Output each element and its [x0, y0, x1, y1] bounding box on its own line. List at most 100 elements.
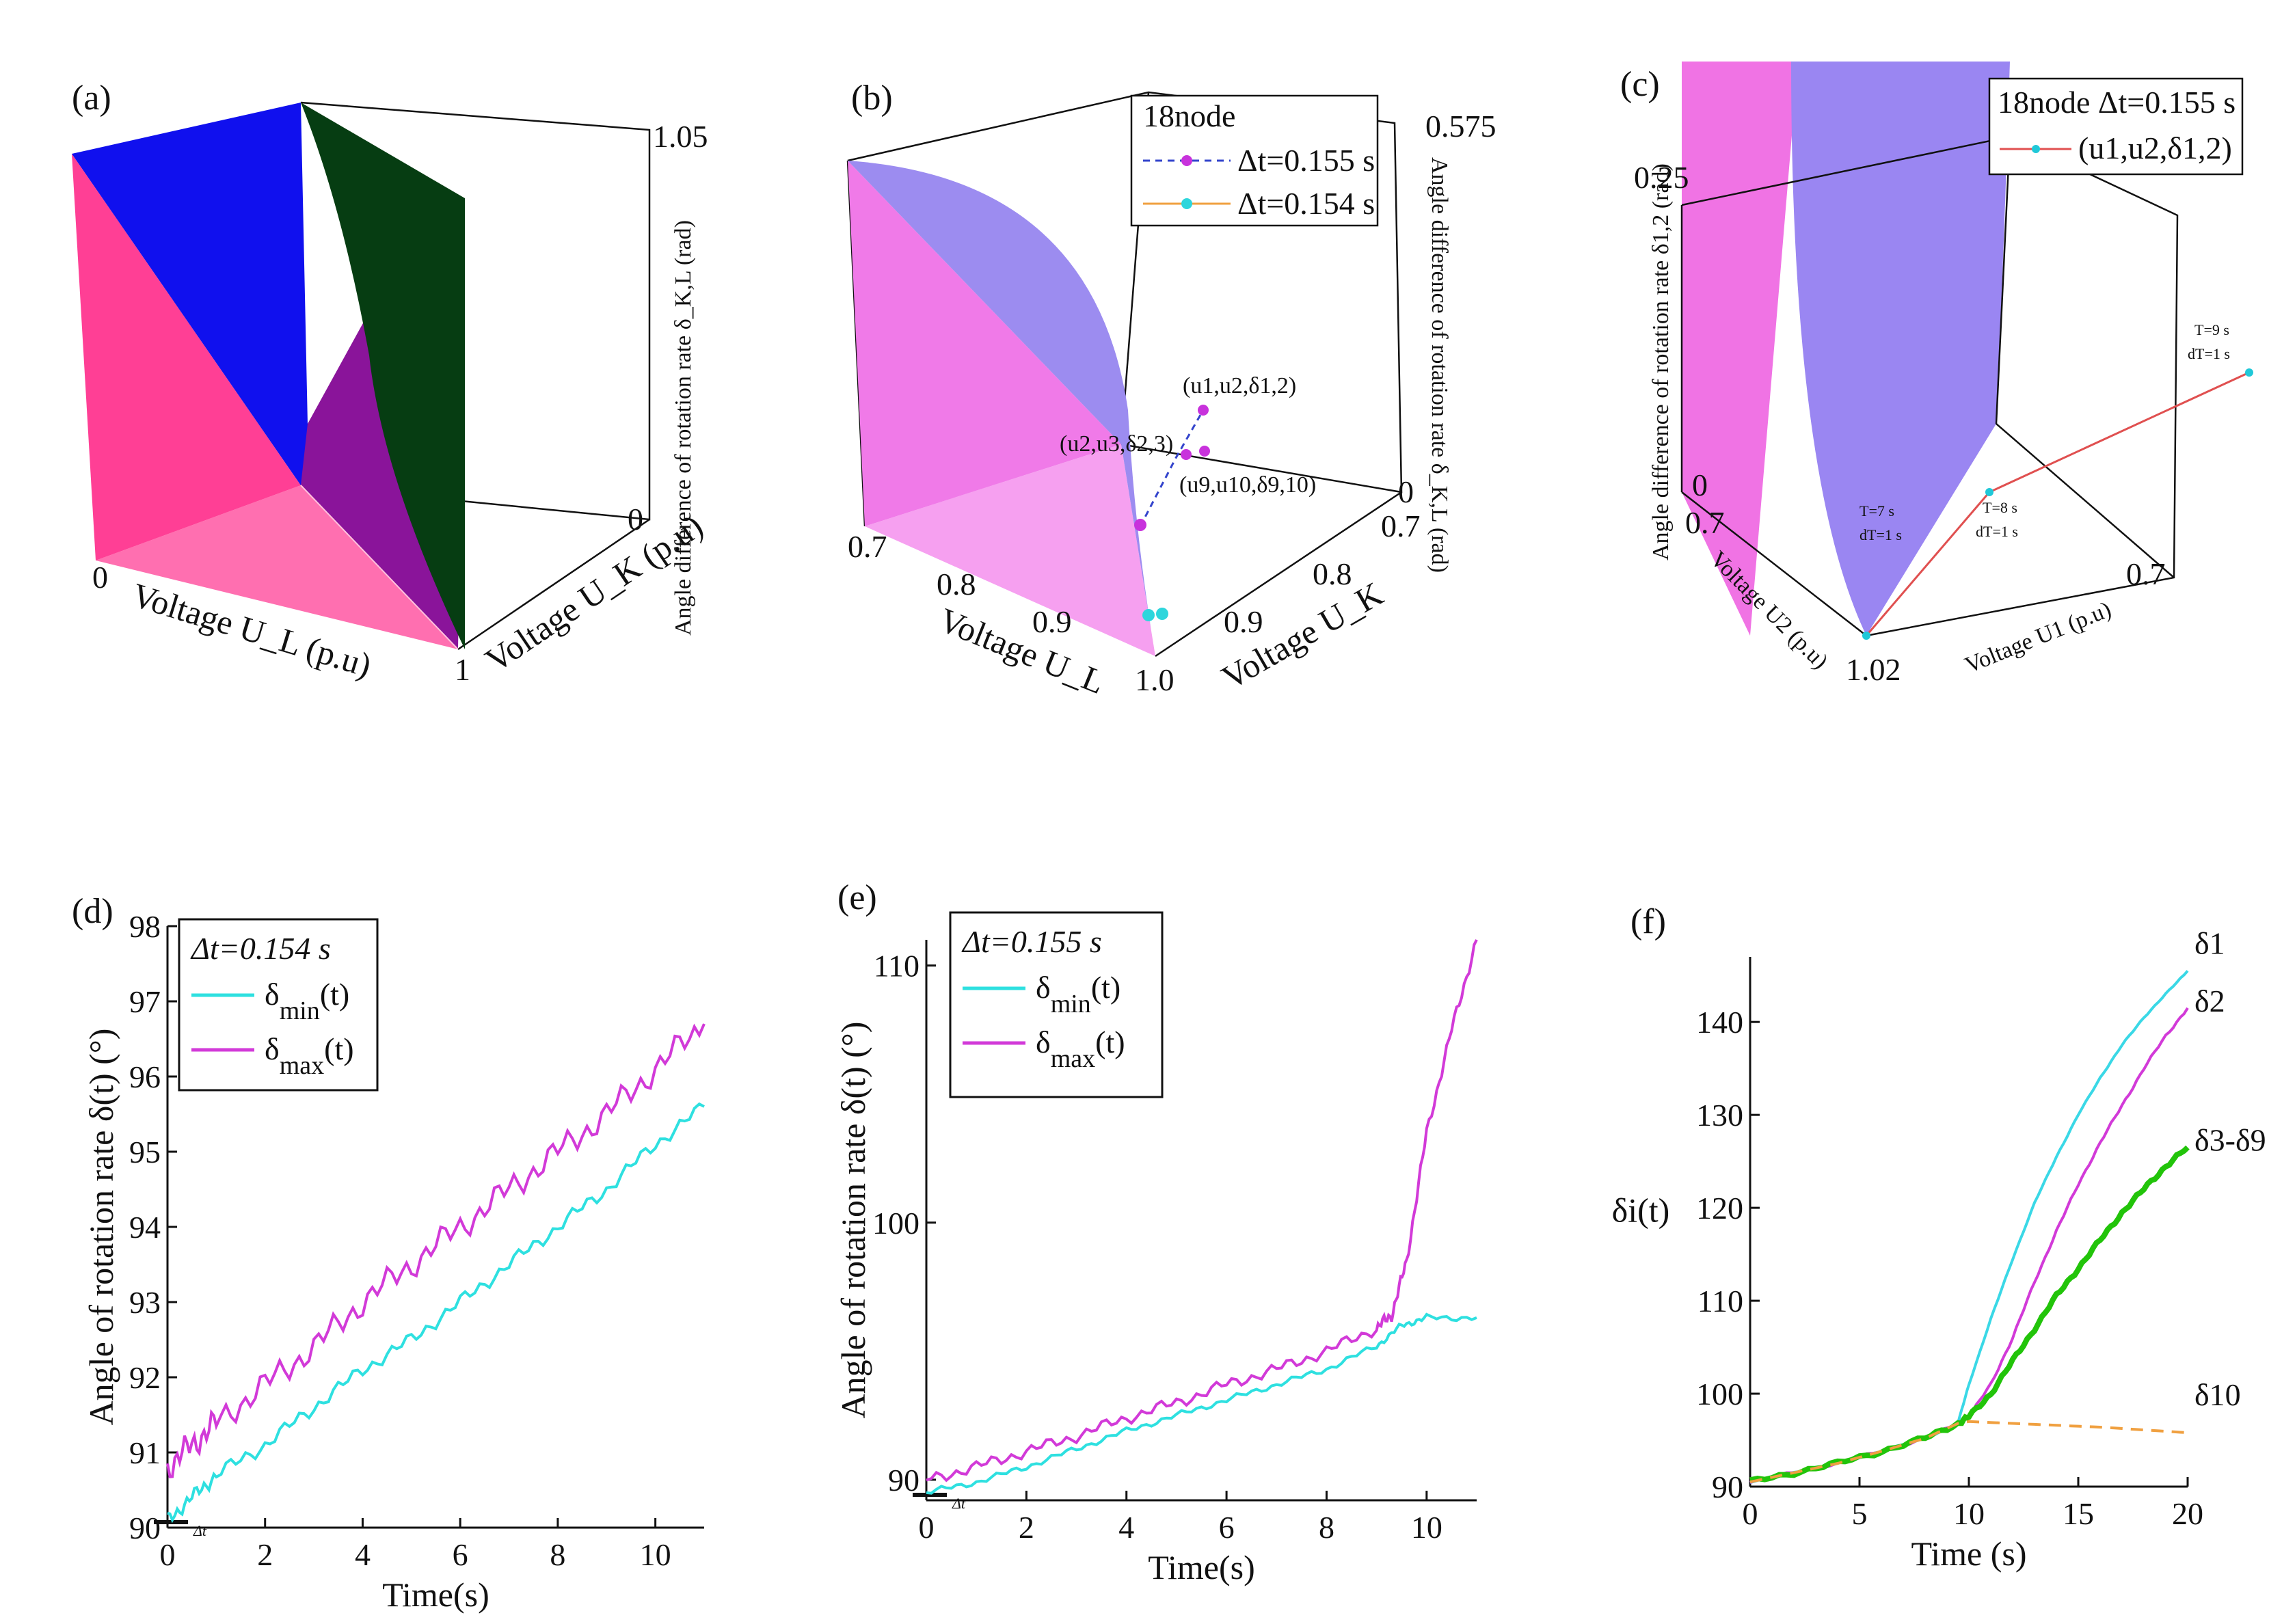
- panel-e: (e) 0 2 4 6 8 10 90 100 110 Time(s) Angle of rotat…: [834, 878, 1478, 1586]
- panel-c-x-tick: 0.7: [2126, 556, 2166, 591]
- series-label: δ1: [2194, 925, 2225, 960]
- legend-title: Δt=0.155 s: [961, 924, 1102, 959]
- y-tick-label: 97: [129, 984, 161, 1019]
- x-tick-label: 8: [550, 1537, 565, 1572]
- series-label: δ10: [2194, 1377, 2241, 1412]
- panel-c-zlabel: Angle difference of rotation rate δ1,2 (…: [1648, 163, 1674, 560]
- panel-c-box: [1681, 135, 2179, 637]
- y-tick-label: 90: [129, 1511, 161, 1545]
- panel-a-z-tick: 1.05: [653, 119, 708, 154]
- panel-b-x-tick: 0.9: [1032, 604, 1072, 639]
- panel-b-x-tick: 1.0: [1135, 662, 1174, 697]
- panel-e-label: (e): [837, 878, 877, 917]
- panel-c-xlabel: Voltage U1 (p.u): [1961, 597, 2114, 678]
- dt-marker-label: Δt: [193, 1522, 207, 1539]
- panel-c-left-face: [1682, 62, 1798, 636]
- y-tick-label: 90: [1712, 1470, 1743, 1504]
- panel-b: (b) 18node Δt=0.155 s Δt=0.154 s (u1,u2,…: [846, 79, 1496, 701]
- x-tick-label: 2: [257, 1537, 273, 1572]
- panel-a-floor: [96, 485, 458, 649]
- y-tick-label: 140: [1696, 1005, 1743, 1040]
- y-tick-label: 95: [129, 1135, 161, 1169]
- panel-c-surface: [1791, 62, 2010, 636]
- x-axis-label: Time(s): [1148, 1548, 1255, 1586]
- panel-c-y-tick: 1.02: [1846, 652, 1901, 687]
- panel-b-z-tick: 0.575: [1425, 109, 1496, 144]
- panel-a: (a) 0 1 0 1.05 Voltage U_L (p.u) Voltage…: [72, 79, 710, 687]
- panel-c-box-floor-right: [1996, 423, 2175, 578]
- panel-a-zlabel: Angle difference of rotation rate δ_K,L …: [671, 220, 696, 636]
- panel-c: (c) T=7 s dT=1 s T=8 s dT=1 s T=9 s dT=1…: [1620, 62, 2253, 687]
- x-tick-label: 15: [2063, 1496, 2094, 1531]
- panel-b-x-tick: 0.7: [848, 529, 887, 564]
- panel-b-legend-entry: Δt=0.155 s: [1237, 143, 1375, 178]
- panel-c-z-tick: 0.25: [1634, 160, 1689, 195]
- panel-b-legend-marker-2: [1181, 198, 1192, 209]
- x-tick-label: 6: [1219, 1510, 1235, 1545]
- series-label: δ3-δ9: [2194, 1123, 2266, 1158]
- y-tick-label: 91: [129, 1435, 161, 1470]
- panel-c-legend-marker: [2032, 145, 2040, 153]
- panel-b-annotation: (u1,u2,δ1,2): [1183, 373, 1296, 398]
- panel-b-legend-marker-1: [1181, 155, 1192, 166]
- panel-b-point: [1142, 609, 1155, 621]
- series-line: [1749, 1145, 2190, 1483]
- panel-b-series-dashed: [1139, 409, 1205, 527]
- panel-c-annotation-dt: dT=1 s: [2188, 345, 2230, 362]
- x-tick-label: 10: [1411, 1510, 1442, 1545]
- x-tick-label: 10: [1953, 1496, 1985, 1531]
- series-line: [167, 1102, 705, 1524]
- y-tick-label: 100: [1696, 1377, 1743, 1411]
- legend-box: [949, 911, 1164, 1098]
- y-tick-label: 96: [129, 1059, 161, 1094]
- x-tick-label: 4: [1118, 1510, 1134, 1545]
- y-tick-label: 94: [129, 1210, 161, 1245]
- series-line: [1749, 1420, 2188, 1484]
- panel-a-back-wall: [300, 101, 651, 521]
- panel-c-box-floor-left: [1681, 491, 1867, 636]
- panel-c-ylabel: Voltage U2 (p.u): [1705, 546, 1833, 674]
- y-tick-label: 100: [872, 1206, 919, 1241]
- legend-title: Δt=0.154 s: [190, 931, 331, 966]
- y-axis-label: Angle of rotation rate δ(t) (°): [834, 1022, 872, 1419]
- panel-b-point: [1134, 519, 1146, 531]
- panel-b-z-tick: 0: [1398, 474, 1414, 509]
- panel-b-annotation: (u2,u3,δ2,3): [1060, 431, 1173, 457]
- panel-a-label: (a): [72, 79, 111, 118]
- x-tick-label: 8: [1319, 1510, 1334, 1545]
- series-line: [926, 1312, 1477, 1495]
- dt-marker-label: Δt: [952, 1495, 966, 1512]
- panel-a-left-face: [72, 154, 301, 560]
- x-axis-label: Time (s): [1911, 1534, 2026, 1573]
- panel-b-annotation: (u9,u10,δ9,10): [1179, 472, 1316, 498]
- panel-c-point: [1985, 488, 1993, 496]
- panel-b-legend-entry: Δt=0.154 s: [1237, 186, 1375, 221]
- series-line: [1749, 970, 2189, 1485]
- panel-b-point: [1156, 608, 1168, 620]
- y-axis-label: Angle of rotation rate δ(t) (°): [82, 1029, 120, 1426]
- y-tick-label: 93: [129, 1285, 161, 1320]
- x-tick-label: 0: [160, 1537, 176, 1572]
- panel-a-x-tick: 1: [455, 652, 470, 687]
- panel-b-box-back: [847, 91, 1403, 493]
- x-tick-label: 6: [453, 1537, 468, 1572]
- series-label: δ2: [2194, 984, 2225, 1018]
- y-axis-label: δi(t): [1612, 1191, 1670, 1230]
- x-tick-label: 0: [1743, 1496, 1758, 1531]
- panel-c-annotation-dt: dT=1 s: [1976, 523, 2018, 540]
- y-tick-label: 90: [888, 1463, 919, 1498]
- panel-b-x-tick: 0.8: [937, 567, 976, 601]
- panel-b-y-tick: 0.8: [1313, 556, 1352, 591]
- panel-d: (d) 0 2 4 6 8 10 90 91 92 93 94 95 96 97 98 Time(s) Angl…: [72, 892, 706, 1614]
- x-tick-label: 4: [355, 1537, 371, 1572]
- panel-a-y-tick: 0: [628, 502, 643, 537]
- panel-b-point: [1199, 446, 1210, 457]
- series-line: [926, 939, 1478, 1483]
- panel-c-point: [2245, 368, 2253, 377]
- x-tick-label: 20: [2172, 1496, 2203, 1531]
- x-axis-label: Time(s): [382, 1575, 489, 1614]
- x-tick-label: 0: [919, 1510, 935, 1545]
- panel-b-y-tick: 0.7: [1381, 509, 1421, 543]
- panel-c-legend-title: 18node Δt=0.155 s: [1998, 85, 2236, 120]
- panel-a-right-face: [301, 103, 465, 649]
